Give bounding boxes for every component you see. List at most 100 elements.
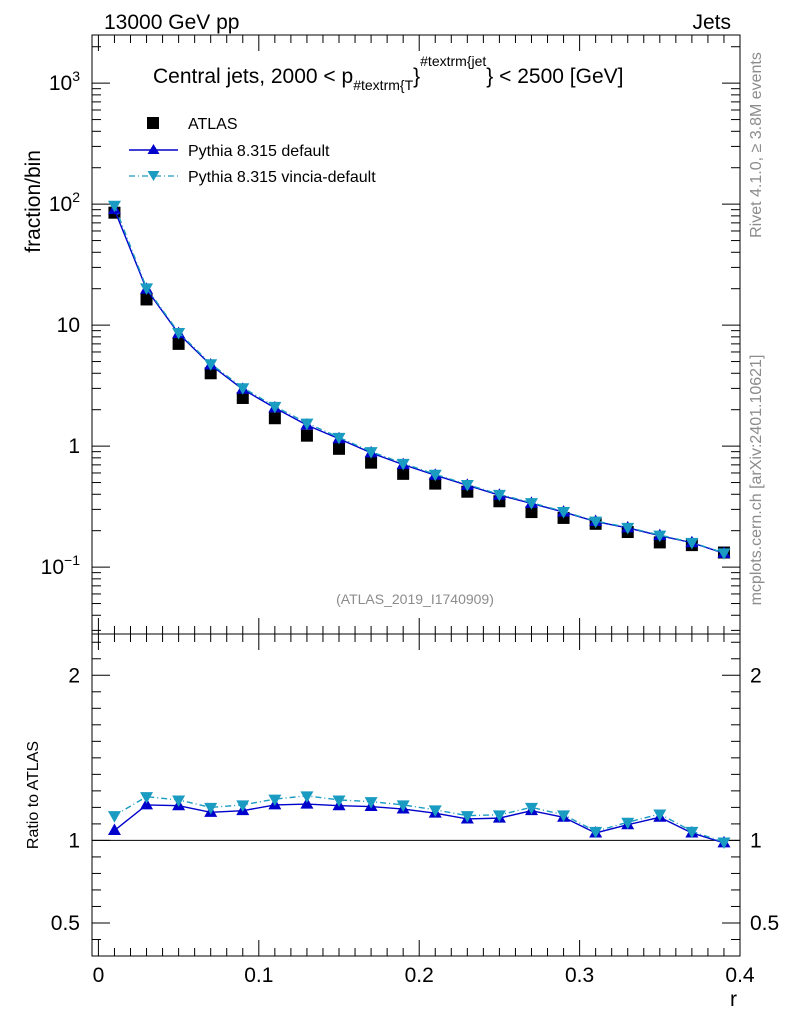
data-point-atlas — [365, 456, 378, 469]
main-y-tick-label: 1 — [68, 435, 80, 458]
ratio-point-pythia-8-315-default — [140, 797, 154, 810]
mc-point-pythia-8-315-vincia-default — [492, 489, 506, 502]
ratio-line-pythia-8-315-default — [114, 803, 725, 844]
analysis-id-label: (ATLAS_2019_I1740909) — [336, 591, 494, 607]
ratio-point-pythia-8-315-vincia-default — [300, 791, 314, 803]
mc-point-pythia-8-315-vincia-default — [396, 458, 410, 471]
rivet-version-label: Rivet 4.1.0, ≥ 3.8M events — [748, 52, 765, 238]
mc-point-pythia-8-315-vincia-default — [172, 327, 186, 340]
ratio-point-pythia-8-315-vincia-default — [685, 826, 699, 839]
ratio-y-tick-label-right: 1 — [750, 829, 762, 852]
ratio-point-pythia-8-315-default — [107, 823, 121, 836]
x-tick-label: 0.4 — [725, 964, 755, 987]
legend-label-pythia-default: Pythia 8.315 default — [188, 143, 330, 160]
ratio-y-tick-label-left: 0.5 — [51, 912, 80, 935]
ratio-point-pythia-8-315-default — [300, 797, 314, 809]
mc-point-pythia-8-315-vincia-default — [236, 383, 250, 395]
legend-label-pythia-vincia: Pythia 8.315 vincia-default — [188, 169, 376, 186]
mc-point-pythia-8-315-vincia-default — [653, 530, 667, 543]
data-point-atlas — [429, 477, 442, 490]
ratio-point-pythia-8-315-vincia-default — [396, 800, 410, 812]
legend-marker-pythia-vincia — [147, 171, 160, 181]
chart-title-suffix: } < 2500 [GeV] — [486, 65, 623, 88]
mc-point-pythia-8-315-vincia-default — [685, 537, 699, 550]
ratio-point-pythia-8-315-vincia-default — [364, 797, 378, 809]
mc-point-pythia-8-315-vincia-default — [428, 469, 442, 482]
chart-title-superscript: #textrm{jet — [420, 53, 486, 69]
series-line-pythia-8-315-vincia-default — [113, 204, 725, 554]
ratio-y-tick-label-right: 2 — [750, 664, 762, 687]
chart-title-close-brace: } — [413, 65, 420, 88]
mc-point-pythia-8-315-vincia-default — [717, 548, 731, 560]
legend: ATLAS Pythia 8.315 default Pythia 8.315 … — [129, 116, 376, 186]
mc-point-pythia-8-315-vincia-default — [300, 418, 314, 431]
ratio-line-pythia-8-315-vincia-default — [114, 795, 725, 843]
main-y-axis-label: fraction/bin — [22, 150, 45, 253]
ratio-point-pythia-8-315-vincia-default — [236, 800, 250, 812]
main-y-tick-label: 10 — [57, 314, 80, 337]
data-point-atlas — [397, 467, 410, 480]
x-tick-label: 0 — [93, 964, 105, 987]
ratio-point-pythia-8-315-vincia-default — [589, 826, 603, 839]
data-point-atlas — [236, 391, 249, 404]
ratio-y-tick-label-left: 2 — [68, 664, 80, 687]
mc-point-pythia-8-315-vincia-default — [557, 507, 571, 519]
axis-ticks — [92, 35, 741, 957]
main-y-tick-label: 102 — [49, 189, 80, 216]
mc-point-pythia-8-315-vincia-default — [332, 432, 346, 445]
ratio-point-pythia-8-315-vincia-default — [172, 795, 186, 807]
data-point-atlas — [204, 367, 217, 380]
mc-point-pythia-8-315-vincia-default — [204, 359, 218, 371]
main-y-tick-label: 10−1 — [41, 552, 81, 579]
ratio-point-pythia-8-315-vincia-default — [717, 837, 731, 850]
main-y-tick-label: 103 — [49, 68, 80, 95]
ratio-point-pythia-8-315-vincia-default — [653, 809, 667, 821]
data-point-atlas — [172, 337, 185, 350]
legend-label-atlas: ATLAS — [188, 116, 238, 133]
ratio-y-tick-label-left: 1 — [68, 829, 80, 852]
mc-point-pythia-8-315-vincia-default — [107, 200, 121, 213]
data-point-atlas — [268, 412, 281, 425]
ratio-point-pythia-8-315-vincia-default — [621, 817, 635, 830]
ratio-point-pythia-8-315-vincia-default — [428, 805, 442, 817]
legend-marker-atlas — [147, 117, 159, 129]
x-axis-label: r — [730, 988, 737, 1011]
mc-point-pythia-8-315-vincia-default — [589, 516, 603, 529]
data-point-atlas — [525, 506, 538, 519]
mcplots-label: mcplots.cern.ch [arXiv:2401.10621] — [748, 355, 765, 606]
ratio-panel-marks — [107, 791, 731, 850]
header-right-label: Jets — [692, 11, 731, 34]
ratio-point-pythia-8-315-vincia-default — [204, 802, 218, 815]
ratio-y-tick-label-right: 0.5 — [750, 912, 779, 935]
ratio-point-pythia-8-315-vincia-default — [332, 795, 346, 807]
legend-marker-pythia-default — [147, 144, 160, 154]
chart-title-prefix: Central jets, 2000 < p — [153, 65, 353, 88]
series-line-pythia-8-315-default — [113, 209, 725, 554]
ratio-point-pythia-8-315-vincia-default — [268, 794, 282, 807]
ratio-point-pythia-8-315-vincia-default — [107, 811, 121, 823]
data-point-atlas — [300, 429, 313, 442]
x-tick-label: 0.1 — [244, 964, 273, 987]
mc-point-pythia-8-315-vincia-default — [621, 522, 635, 535]
ratio-point-pythia-8-315-vincia-default — [140, 792, 154, 804]
chart-title-subscript: #textrm{T — [353, 77, 413, 93]
ratio-point-pythia-8-315-vincia-default — [524, 802, 538, 815]
mc-point-pythia-8-315-vincia-default — [268, 401, 282, 414]
ratio-point-pythia-8-315-vincia-default — [557, 810, 571, 822]
data-point-atlas — [333, 442, 346, 455]
ratio-point-pythia-8-315-vincia-default — [460, 811, 474, 823]
x-tick-label: 0.2 — [405, 964, 434, 987]
ratio-point-pythia-8-315-vincia-default — [492, 810, 506, 822]
mc-point-pythia-8-315-vincia-default — [364, 447, 378, 459]
data-point-atlas — [140, 293, 153, 306]
header-left-label: 13000 GeV pp — [104, 11, 239, 34]
x-tick-label: 0.3 — [565, 964, 594, 987]
mc-point-pythia-8-315-vincia-default — [524, 498, 538, 510]
ratio-y-axis-label: Ratio to ATLAS — [25, 741, 42, 849]
mc-point-pythia-8-315-vincia-default — [140, 283, 154, 295]
chart-title: Central jets, 2000 < p#textrm{T}#textrm{… — [153, 53, 623, 93]
mc-point-pythia-8-315-vincia-default — [460, 479, 474, 492]
ratio-panel-frame — [91, 633, 741, 957]
